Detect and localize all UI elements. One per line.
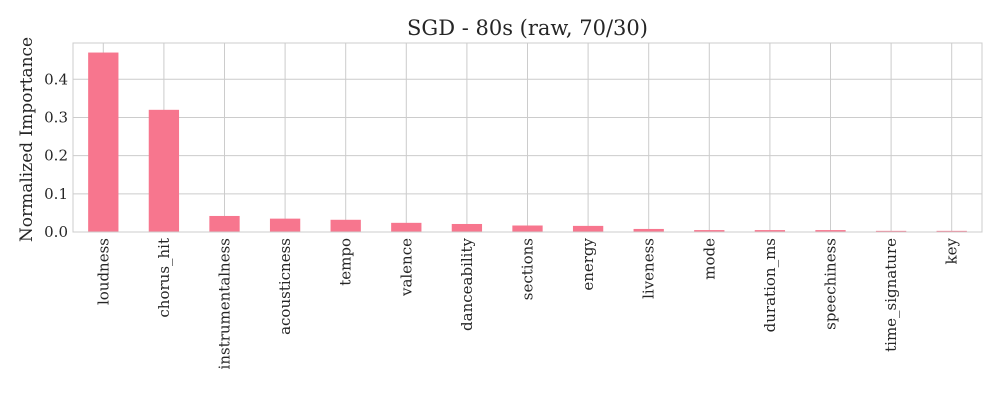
- x-tick-label: loudness: [94, 238, 112, 305]
- x-tick-label: mode: [700, 238, 718, 280]
- bar-instrumentalness: [209, 215, 240, 232]
- bar-duration-ms: [754, 230, 786, 232]
- x-tick-label: tempo: [337, 238, 355, 286]
- x-tick-label: sections: [519, 238, 537, 300]
- bar-tempo: [330, 219, 361, 232]
- bar-sections: [512, 225, 543, 232]
- bar-key: [936, 230, 967, 232]
- y-axis-label: Normalized Importance: [17, 37, 37, 242]
- y-tick-label: 0.2: [44, 147, 68, 165]
- y-tick-label: 0.0: [44, 223, 68, 241]
- plot-frame: [72, 42, 983, 233]
- y-tick-label: 0.1: [44, 185, 68, 203]
- bar-danceability: [451, 223, 483, 232]
- bar-energy: [572, 225, 604, 232]
- bar-time-signature: [875, 230, 907, 232]
- grid-layer: [73, 43, 982, 233]
- y-tick-labels: 0.0 0.1 0.2 0.3 0.4: [44, 70, 68, 241]
- x-tick-label: time_signature: [882, 238, 900, 352]
- bar-liveness: [633, 228, 664, 232]
- bar-chorus-hit: [148, 109, 180, 232]
- bar-loudness: [88, 52, 119, 232]
- y-tick-label: 0.3: [44, 108, 68, 126]
- x-tick-label: duration_ms: [761, 238, 779, 332]
- x-tick-label: speechiness: [822, 238, 840, 330]
- x-tick-label: danceability: [458, 237, 476, 330]
- x-tick-label: key: [943, 237, 961, 264]
- x-tick-label: instrumentalness: [216, 238, 234, 369]
- x-tick-label: valence: [397, 238, 415, 297]
- x-tick-label: liveness: [640, 238, 658, 299]
- x-tick-label: chorus_hit: [155, 238, 173, 318]
- x-tick-label: acousticness: [276, 238, 294, 335]
- bar-layer: [88, 52, 967, 232]
- x-tick-labels: loudness chorus_hit instrumentalness acoust…: [94, 237, 960, 369]
- bar-mode: [694, 230, 725, 232]
- bar-acousticness: [269, 218, 301, 232]
- bar-valence: [391, 222, 422, 232]
- y-tick-label: 0.4: [44, 70, 68, 88]
- bar-speechiness: [815, 230, 846, 232]
- x-tick-label: energy: [579, 237, 597, 290]
- chart-title: SGD - 80s (raw, 70/30): [407, 16, 648, 40]
